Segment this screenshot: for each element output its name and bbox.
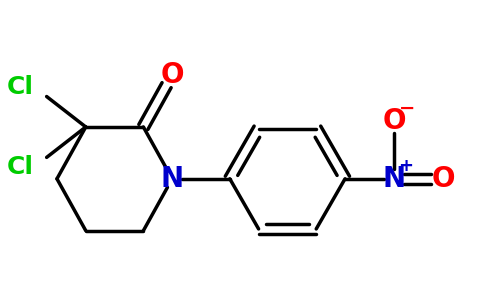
Text: +: + xyxy=(398,157,413,175)
Text: O: O xyxy=(382,107,406,135)
Text: −: − xyxy=(398,99,415,118)
Text: Cl: Cl xyxy=(7,75,34,99)
Text: Cl: Cl xyxy=(7,155,34,179)
Text: O: O xyxy=(160,61,184,89)
Text: N: N xyxy=(161,165,184,193)
Text: N: N xyxy=(382,165,406,193)
Text: O: O xyxy=(431,165,455,193)
